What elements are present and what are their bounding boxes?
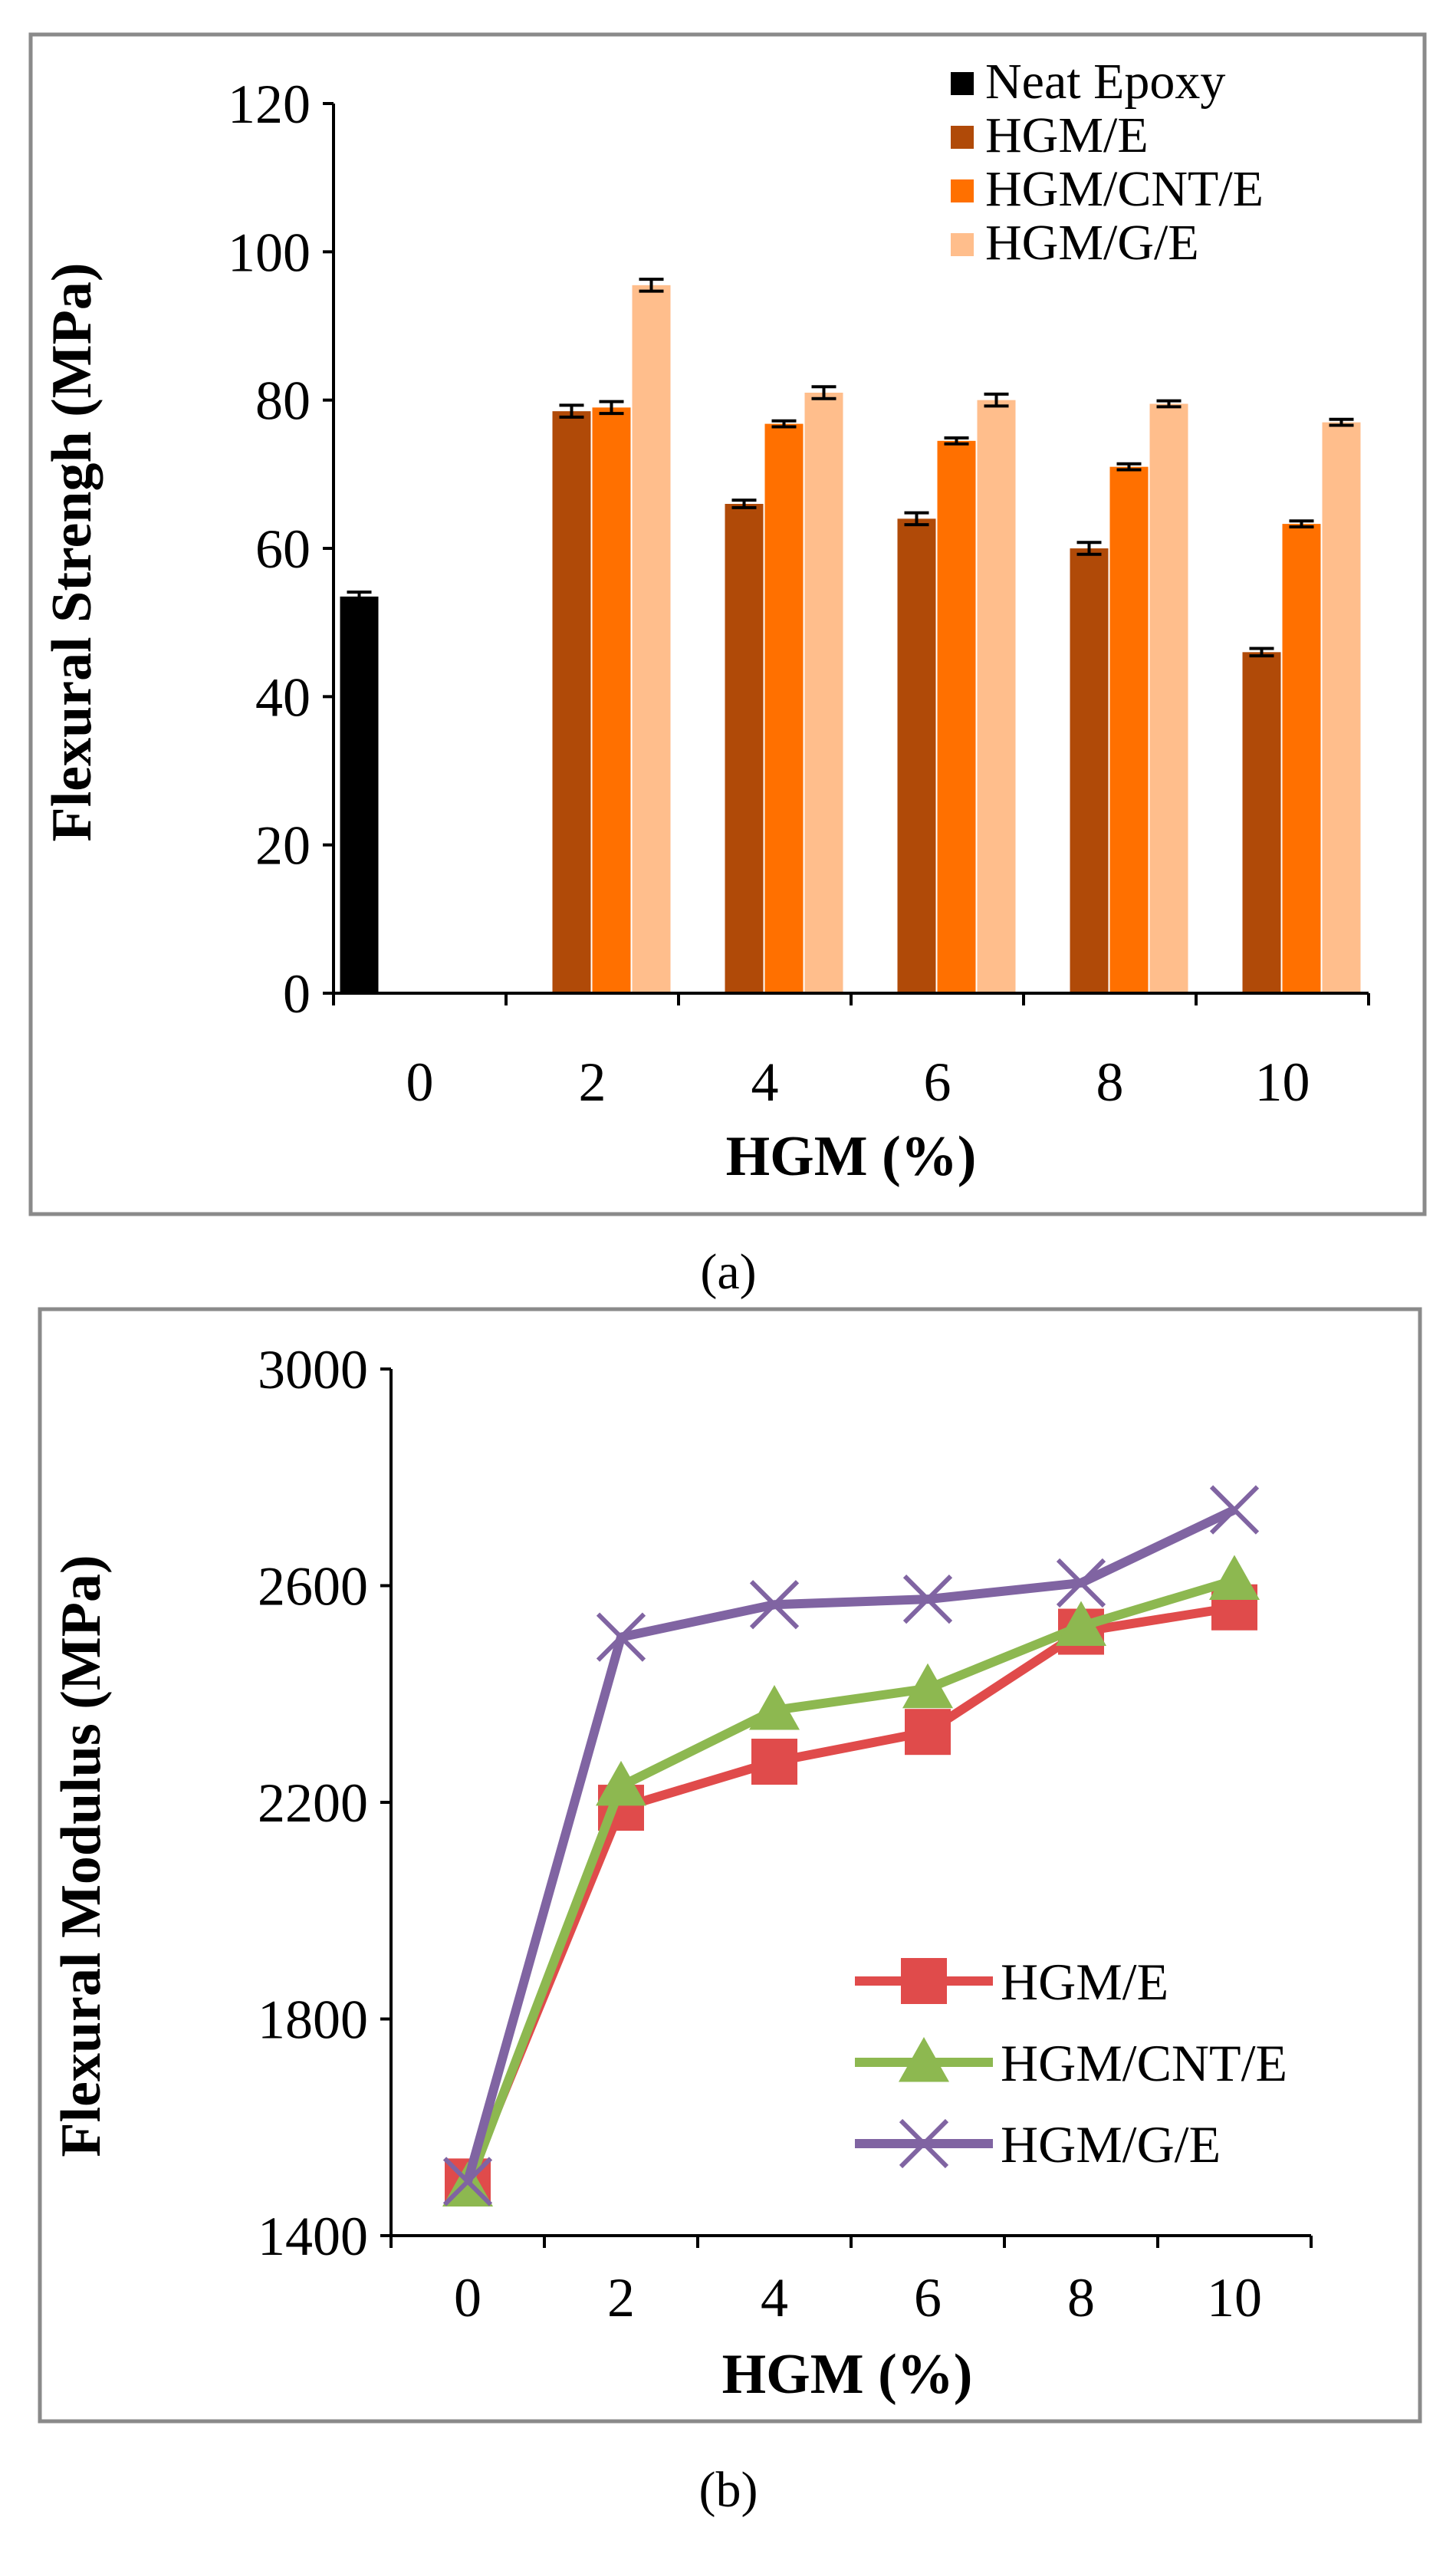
panel-b-data-point xyxy=(596,1760,646,1806)
panel-b-caption: (b) xyxy=(699,2462,758,2518)
panel-a-legend-label: HGM/E xyxy=(985,107,1149,163)
panel-a-y-tick-label: 40 xyxy=(255,666,311,728)
panel-b-data-point xyxy=(902,1575,953,1624)
panel-b-x-tick-label: 2 xyxy=(607,2267,635,2328)
panel-a-y-tick-label: 80 xyxy=(255,370,311,432)
panel-a-bar xyxy=(1070,548,1109,993)
panel-a-legend-swatch xyxy=(951,126,974,149)
panel-b-data-point xyxy=(1056,1601,1106,1646)
panel-b-series-line xyxy=(463,1602,1235,2183)
panel-a-bar xyxy=(592,407,631,993)
panel-b-legend-label: HGM/G/E xyxy=(1001,2115,1221,2174)
panel-a-bar xyxy=(552,411,591,993)
panel-a-y-tick-label: 20 xyxy=(255,815,311,877)
panel-b-data-point xyxy=(749,1580,800,1630)
panel-a-y-tick-label: 120 xyxy=(228,74,311,135)
panel-a-x-axis-label: HGM (%) xyxy=(726,1125,977,1188)
panel-b-x-tick-label: 8 xyxy=(1067,2267,1095,2328)
panel-a-x-tick-label: 6 xyxy=(924,1051,951,1113)
panel-b-data-point xyxy=(902,1663,953,1709)
panel-b-y-tick-label: 1400 xyxy=(258,2206,368,2267)
panel-b-series-line xyxy=(463,1575,1236,2189)
panel-a-bar xyxy=(1109,466,1149,993)
panel-b-data-point xyxy=(1209,1485,1260,1535)
panel-a-bar xyxy=(897,518,936,993)
panel-b-legend-label: HGM/CNT/E xyxy=(1001,2034,1287,2092)
panel-b-x-tick-label: 0 xyxy=(454,2267,481,2328)
panel-b-x-tick-label: 10 xyxy=(1207,2267,1262,2328)
panel-a-x-tick-label: 2 xyxy=(579,1051,606,1113)
panel-b-frame xyxy=(38,1307,1422,2424)
panel-a-legend-label: HGM/G/E xyxy=(985,215,1199,271)
panel-b-series xyxy=(442,1485,1260,2207)
panel-a-bar xyxy=(1242,652,1281,993)
panel-b-y-tick-label: 1800 xyxy=(258,1989,368,2051)
panel-b-data-point xyxy=(596,1612,646,1662)
panel-b-legend: HGM/E HGM/CNT/E HGM/G/E xyxy=(855,1953,1287,2174)
panel-a-caption: (a) xyxy=(700,1244,756,1300)
panel-a-x-tick-label: 10 xyxy=(1255,1051,1310,1113)
panel-a-bar xyxy=(632,285,671,993)
panel-b-y-axis-label: Flexural Modulus (MPa) xyxy=(50,1555,113,2157)
panel-a-y-tick-label: 100 xyxy=(228,222,311,283)
panel-a-legend-label: HGM/CNT/E xyxy=(985,161,1264,217)
panel-a-bar xyxy=(1322,422,1361,993)
panel-b-y-tick-label: 2600 xyxy=(258,1556,368,1617)
panel-a-legend-swatch xyxy=(951,179,974,202)
panel-a-bar xyxy=(977,400,1016,993)
panel-a-x-tick-label: 8 xyxy=(1096,1051,1124,1113)
panel-b-data-point xyxy=(1056,1558,1106,1608)
panel-a-bar xyxy=(937,440,976,993)
panel-b-series-line xyxy=(463,1506,1237,2183)
panel-b-data-point xyxy=(751,1739,797,1785)
panel-b-x-axis-label: HGM (%) xyxy=(722,2343,973,2406)
panel-a-legend-swatch xyxy=(951,233,974,256)
panel-b-y-tick-label: 3000 xyxy=(258,1339,368,1400)
panel-b-data-point xyxy=(905,1709,951,1756)
panel-a-bar xyxy=(725,504,764,993)
panel-a-y-tick-label: 0 xyxy=(283,963,311,1025)
panel-b-data-point xyxy=(1209,1555,1260,1600)
panel-a-bar xyxy=(1149,403,1188,993)
panel-a-x-tick-label: 4 xyxy=(751,1051,779,1113)
panel-b-data-point xyxy=(749,1684,800,1730)
panel-b-axes: 1400 1800 2200 2600 3000 0 2 4 6 8 10 xyxy=(258,1339,1313,2328)
panel-b-y-tick-label: 2200 xyxy=(258,1772,368,1834)
panel-a-axes: 0 20 40 60 80 100 120 0 2 4 6 8 10 xyxy=(228,74,1370,1113)
panel-a-bar xyxy=(340,596,379,993)
panel-a-bar xyxy=(1282,524,1321,993)
panel-b-legend-marker xyxy=(899,2118,949,2169)
panel-a-bar xyxy=(804,393,843,993)
panel-a-flexural-strength-chart: 0 20 40 60 80 100 120 0 2 4 6 8 10 Flexural Strengh … xyxy=(28,32,1427,1216)
panel-b-legend-label: HGM/E xyxy=(1001,1953,1168,2011)
panel-b-x-tick-label: 4 xyxy=(761,2267,788,2328)
panel-a-y-tick-label: 60 xyxy=(255,518,311,580)
panel-b-legend-marker xyxy=(899,2037,949,2082)
panel-a-bar xyxy=(764,423,804,993)
panel-a-legend-label: Neat Epoxy xyxy=(985,54,1225,110)
panel-a-y-axis-label: Flexural Strengh (MPa) xyxy=(41,263,104,842)
panel-b-data-point xyxy=(442,2157,493,2207)
panel-a-x-tick-label: 0 xyxy=(406,1051,434,1113)
panel-a-bars xyxy=(340,278,1361,993)
panel-a-legend-swatch xyxy=(951,72,974,95)
panel-b-x-tick-label: 6 xyxy=(914,2267,942,2328)
panel-b-flexural-modulus-chart: 1400 1800 2200 2600 3000 0 2 4 6 8 10 Flexural Mod… xyxy=(38,1307,1422,2424)
panel-b-legend-marker xyxy=(901,1958,947,2004)
